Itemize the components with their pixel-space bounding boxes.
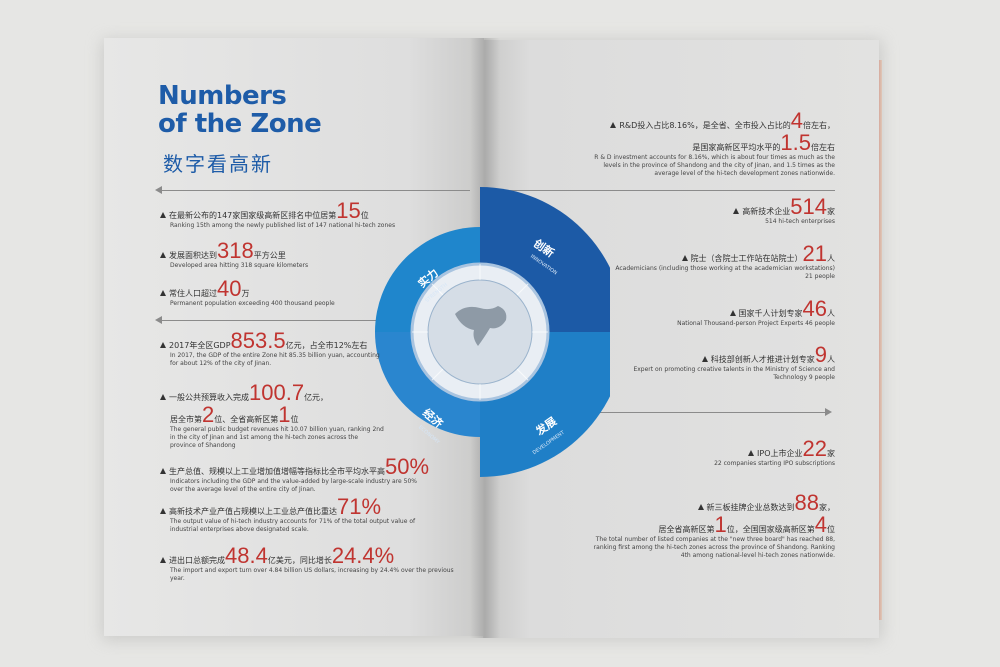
triangle-bullet-icon — [160, 508, 166, 514]
stat-item: 院士（含院士工作站在站院士）21人 Academicians (includin… — [615, 241, 835, 281]
arrow-left-icon — [155, 186, 162, 194]
stat-item: 进出口总额完成48.4亿美元，同比增长24.4% The import and … — [160, 545, 460, 583]
triangle-bullet-icon — [681, 255, 688, 261]
triangle-bullet-icon — [697, 504, 704, 510]
stat-item: 高新技术企业514家 514 hi-tech enterprises — [620, 196, 835, 226]
stat-item: 生产总值、规模以上工业增加值增幅等指标比全市平均水平高50% Indicator… — [160, 456, 430, 494]
zone-wheel-diagram — [375, 187, 610, 477]
triangle-bullet-icon — [729, 310, 736, 316]
divider-line — [160, 320, 390, 321]
stat-item: 高新技术产业产值占规模以上工业总产值比重达71% The output valu… — [160, 496, 430, 534]
page-title-en: Numbers of the Zone — [158, 81, 322, 139]
stat-item: 国家千人计划专家46人 National Thousand-person Pro… — [677, 296, 835, 328]
stat-item: 新三板挂牌企业总数达到88家， 居全省高新区第1位，全国国家级高新区第4位 Th… — [593, 490, 835, 560]
stat-item: R&D投入占比8.16%，是全省、全市投入占比的4倍左右， 是国家高新区平均水平… — [594, 108, 835, 178]
triangle-bullet-icon — [160, 212, 166, 218]
triangle-bullet-icon — [733, 208, 740, 214]
stat-item: 科技部创新人才推进计划专家9人 Expert on promoting crea… — [633, 342, 835, 382]
triangle-bullet-icon — [160, 342, 166, 348]
arrow-left-icon — [155, 316, 162, 324]
triangle-bullet-icon — [160, 394, 166, 400]
triangle-bullet-icon — [160, 468, 166, 474]
triangle-bullet-icon — [610, 122, 617, 128]
triangle-bullet-icon — [160, 290, 166, 296]
stat-item: 2017年全区GDP853.5亿元，占全市12%左右 In 2017, the … — [160, 330, 395, 368]
arrow-right-icon — [825, 408, 832, 416]
stat-item: 在最新公布的147家国家级高新区排名中位居第15位 Ranking 15th a… — [160, 200, 400, 230]
stat-item: 一般公共预算收入完成100.7亿元， 居全市第2位、全省高新区第1位 The g… — [160, 382, 390, 450]
triangle-bullet-icon — [748, 450, 755, 456]
divider-line — [600, 412, 825, 413]
stat-item: 发展面积达到318平方公里 Developed area hitting 318… — [160, 240, 400, 270]
triangle-bullet-icon — [701, 356, 708, 362]
triangle-bullet-icon — [160, 557, 166, 563]
stat-item: 常住人口超过40万 Permanent population exceeding… — [160, 278, 400, 308]
triangle-bullet-icon — [160, 252, 166, 258]
stat-item: IPO上市企业22家 22 companies starting IPO sub… — [714, 436, 835, 468]
divider-line — [160, 190, 470, 191]
page-title-zh: 数字看高新 — [163, 152, 273, 176]
world-map-icon — [455, 306, 507, 346]
divider-line — [510, 190, 835, 191]
